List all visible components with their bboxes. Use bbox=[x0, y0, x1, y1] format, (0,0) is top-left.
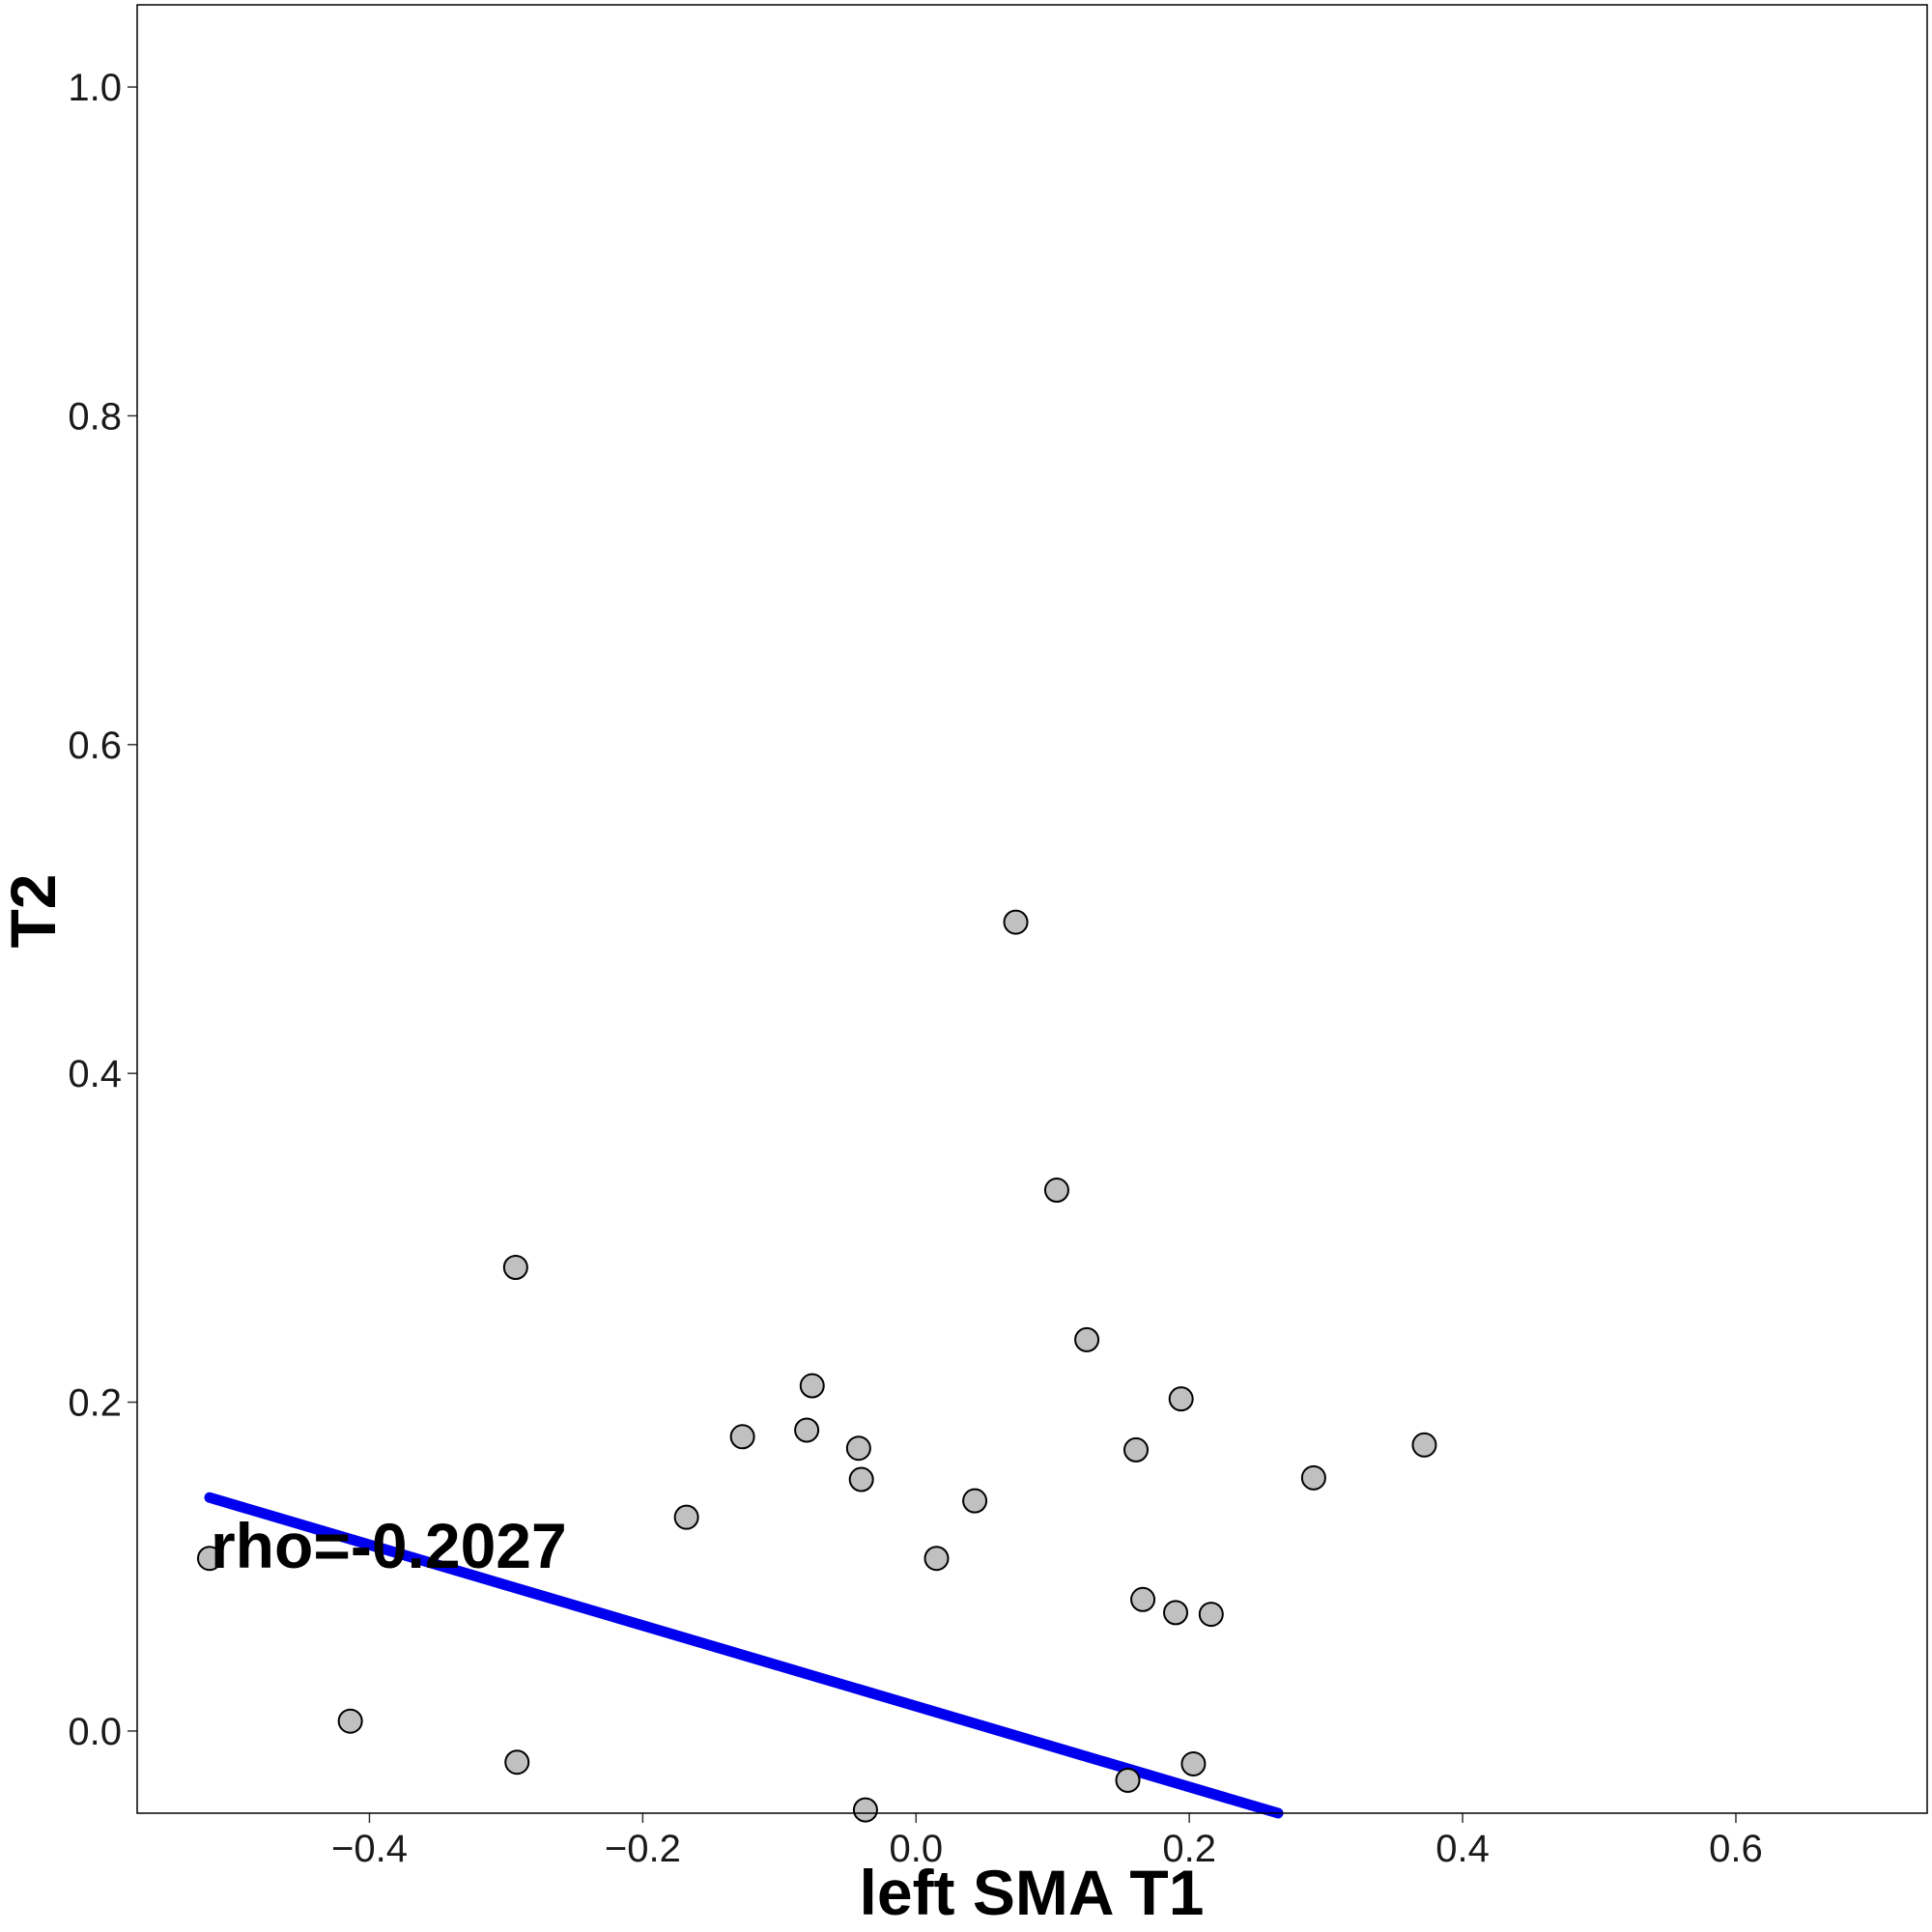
data-point bbox=[337, 1708, 363, 1734]
y-tick-label: 1.0 bbox=[68, 67, 122, 109]
fit-line bbox=[204, 1492, 1284, 1819]
y-tick-label: 0.4 bbox=[68, 1053, 122, 1095]
data-point bbox=[1130, 1586, 1156, 1612]
data-point bbox=[673, 1504, 699, 1530]
data-point bbox=[729, 1424, 755, 1450]
data-point bbox=[1198, 1602, 1224, 1628]
y-axis-title: T2 bbox=[0, 873, 69, 948]
data-point bbox=[1300, 1464, 1326, 1491]
data-point bbox=[962, 1488, 988, 1514]
data-point bbox=[799, 1373, 825, 1399]
y-tick-label: 0.8 bbox=[68, 395, 122, 438]
x-tick-label: 0.0 bbox=[889, 1828, 943, 1870]
data-point bbox=[1003, 909, 1029, 935]
data-point bbox=[1115, 1767, 1141, 1793]
data-point bbox=[504, 1749, 530, 1776]
data-point bbox=[845, 1435, 871, 1462]
rho-annotation: rho=-0.2027 bbox=[211, 1510, 567, 1581]
x-tick-label: −0.2 bbox=[605, 1828, 681, 1870]
axis-ticks: −0.4 −0.2 0.0 0.2 0.4 0.6 0.0 0.2 0.4 0.6 0.8 1.0 bbox=[68, 67, 1762, 1870]
x-tick-label: −0.4 bbox=[331, 1828, 408, 1870]
x-axis-title: left SMA T1 bbox=[860, 1857, 1205, 1928]
plot-frame bbox=[136, 4, 1928, 1814]
data-point bbox=[1168, 1386, 1194, 1412]
x-tick-label: 0.6 bbox=[1709, 1828, 1763, 1870]
data-point bbox=[852, 1797, 878, 1823]
data-point bbox=[794, 1417, 820, 1443]
x-tick-label: 0.4 bbox=[1435, 1828, 1490, 1870]
data-point bbox=[1163, 1600, 1189, 1626]
data-point bbox=[1180, 1750, 1207, 1776]
data-point bbox=[1043, 1178, 1069, 1204]
data-point bbox=[923, 1546, 950, 1572]
y-tick-label: 0.2 bbox=[68, 1382, 122, 1425]
fit-line-layer bbox=[204, 1492, 1284, 1819]
y-tick-label: 0.0 bbox=[68, 1711, 122, 1753]
points-layer bbox=[196, 909, 1437, 1823]
data-point bbox=[848, 1466, 874, 1492]
data-point bbox=[502, 1254, 528, 1280]
data-point bbox=[1123, 1436, 1150, 1463]
x-tick-label: 0.2 bbox=[1162, 1828, 1216, 1870]
data-point bbox=[1074, 1326, 1100, 1352]
data-point bbox=[196, 1546, 222, 1572]
plot-background bbox=[137, 5, 1927, 1813]
data-point bbox=[1411, 1432, 1437, 1458]
y-tick-label: 0.6 bbox=[68, 724, 122, 767]
